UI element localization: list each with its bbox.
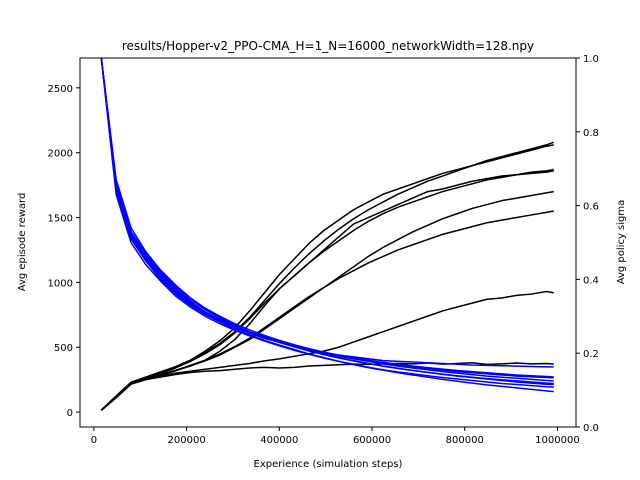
y2-tick-label: 0.2: [583, 349, 599, 360]
sigma-series-line-8: [100, 58, 554, 385]
sigma-series-line-4: [100, 58, 554, 393]
chart-title: results/Hopper-v2_PPO-CMA_H=1_N=16000_ne…: [122, 39, 534, 53]
sigma-series-line-7: [100, 58, 554, 382]
x-tick-label: 200000: [168, 435, 206, 446]
reward-series-line-2: [100, 290, 554, 411]
y-axis-left: 0 500 1000 1500 2000 2500: [48, 84, 80, 419]
reward-series-line-1: [100, 362, 554, 411]
reward-series-line-7: [100, 141, 554, 411]
x-tick-label: 400000: [260, 435, 298, 446]
y2-tick-label: 0.6: [583, 202, 599, 213]
axes-frame: [79, 57, 577, 428]
y-tick-label: 0: [67, 408, 73, 419]
y2-tick-label: 1.0: [583, 54, 599, 65]
y-tick-label: 2500: [48, 84, 73, 95]
y2-tick-label: 0.0: [583, 423, 599, 434]
y-tick-label: 1500: [48, 214, 73, 225]
y-tick-label: 2000: [48, 149, 73, 160]
x-tick-label: 0: [91, 435, 97, 446]
y-tick-label: 1000: [48, 278, 73, 289]
x-tick-label: 600000: [353, 435, 391, 446]
x-tick-label: 800000: [446, 435, 484, 446]
y-tick-label: 500: [54, 343, 73, 354]
reward-series-line-8: [100, 210, 554, 411]
plot-area: [100, 58, 554, 411]
y2-tick-label: 0.4: [583, 275, 599, 286]
y2-axis-label: Avg policy sigma: [616, 200, 627, 285]
x-axis: 0 200000 400000 600000 800000 1000000: [91, 427, 580, 446]
y2-tick-label: 0.8: [583, 128, 599, 139]
x-tick-label: 1000000: [535, 435, 580, 446]
y-axis-label: Avg episode reward: [17, 193, 28, 292]
series-group: [100, 58, 554, 411]
y-axis-right: 0.0 0.2 0.4 0.6 0.8 1.0: [576, 54, 599, 434]
x-axis-label: Experience (simulation steps): [254, 459, 403, 470]
axes-border: [79, 57, 577, 428]
